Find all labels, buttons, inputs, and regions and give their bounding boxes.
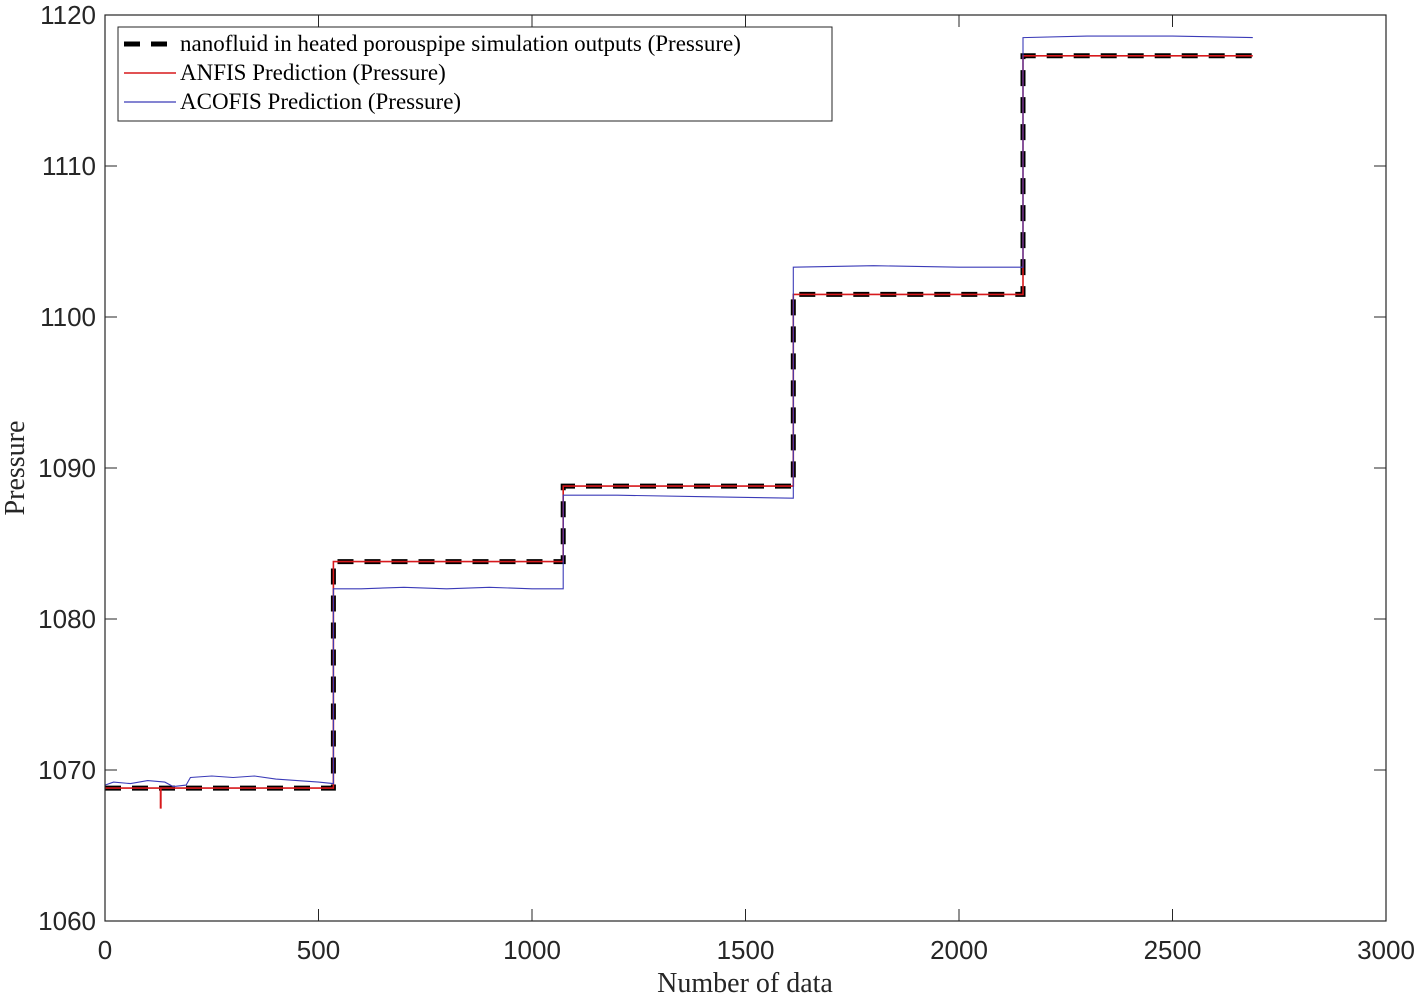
y-tick-label: 1090 [38,453,96,483]
y-tick-label: 1120 [40,0,96,30]
legend-label-acofis: ACOFIS Prediction (Pressure) [180,89,461,114]
ticks-layer: 0 500 1000 1500 2000 2500 3000 1060 1070 1080 1090… [38,0,1415,965]
x-tick-label: 1500 [717,935,775,965]
series-line-acofis [104,35,1253,788]
legend: nanofluid in heated porouspipe simulatio… [117,26,833,122]
plot-frame [104,14,1387,922]
y-axis-label: Pressure [0,421,31,516]
legend-label-anfis: ANFIS Prediction (Pressure) [180,60,446,85]
legend-label-simulation: nanofluid in heated porouspipe simulatio… [180,31,741,56]
x-tick-label: 1000 [503,935,561,965]
series-line-anfis [105,54,1253,809]
y-tick-label: 1070 [38,755,96,785]
x-axis-label: Number of data [657,968,833,998]
y-tick-label: 1110 [42,151,96,181]
y-tick-label: 1060 [38,906,96,936]
y-tick-label: 1080 [38,604,96,634]
x-tick-label: 2000 [930,935,988,965]
x-tick-label: 3000 [1357,935,1415,965]
series-layer [104,35,1253,809]
plot-background [105,15,1386,921]
x-tick-label: 0 [98,935,112,965]
x-tick-label: 2500 [1144,935,1202,965]
legend-box [117,26,833,122]
y-tick-label: 1100 [40,302,96,332]
x-tick-label: 500 [297,935,340,965]
